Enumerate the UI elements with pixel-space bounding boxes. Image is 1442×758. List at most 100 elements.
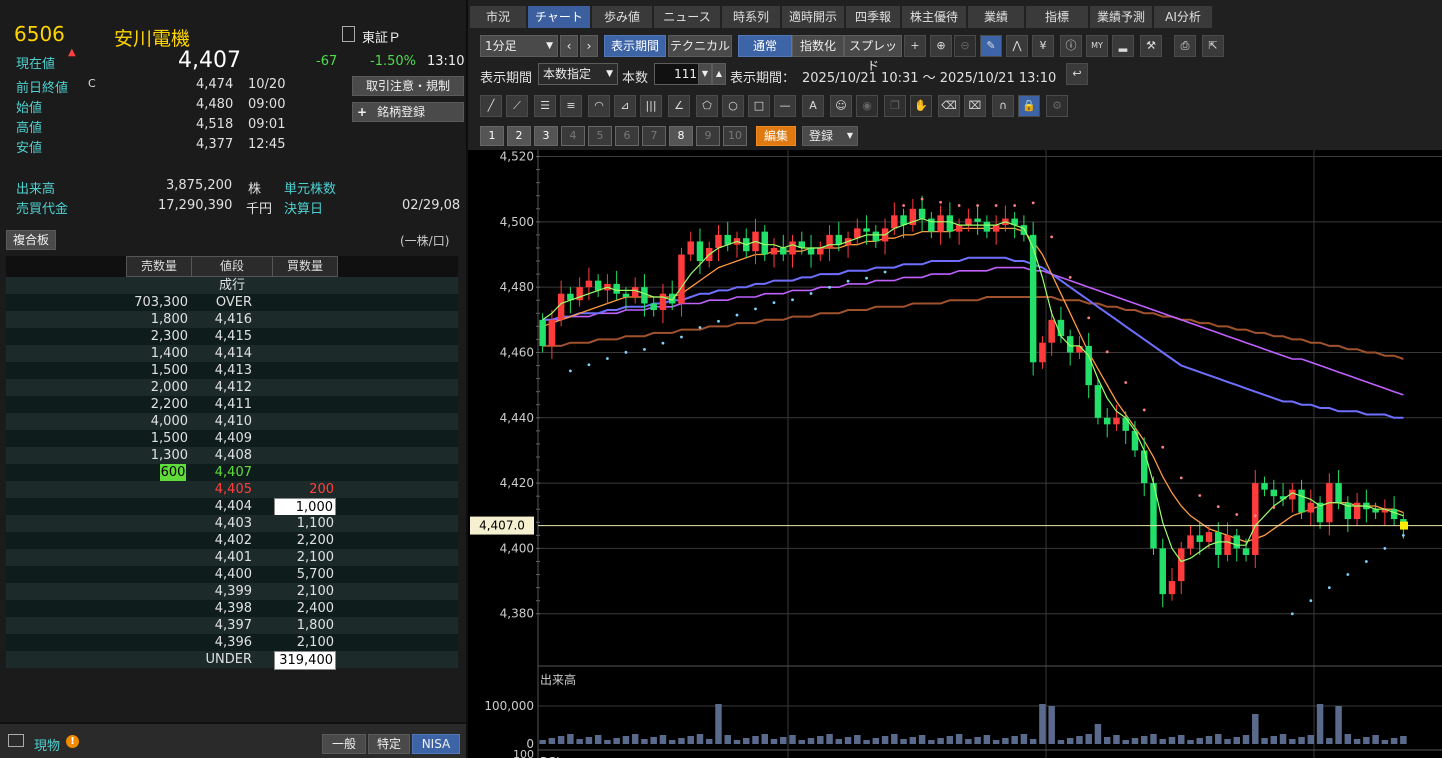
trendline-icon[interactable]: ╱ — [480, 95, 502, 117]
board-row[interactable]: 1,300 4,408 — [6, 447, 458, 464]
board-row[interactable]: 4,402 2,200 — [6, 532, 458, 549]
index-button[interactable]: 指数化 — [792, 35, 844, 57]
stamp-icon[interactable]: ◉ — [856, 95, 878, 117]
crosshair-icon[interactable]: + — [904, 35, 926, 57]
board-row[interactable]: 4,404 1,000 — [6, 498, 458, 517]
board-row[interactable]: UNDER 319,400 — [6, 651, 458, 670]
eraser-all-icon[interactable]: ⌧ — [964, 95, 986, 117]
preset-9[interactable]: 9 — [696, 126, 720, 146]
board-row[interactable]: 4,403 1,100 — [6, 515, 458, 532]
board-row[interactable]: 4,396 2,100 — [6, 634, 458, 651]
tab-4[interactable]: 時系列 — [722, 6, 781, 28]
board-row[interactable]: 2,200 4,411 — [6, 396, 458, 413]
preset-6[interactable]: 6 — [615, 126, 639, 146]
tab-11[interactable]: AI分析 — [1154, 6, 1213, 28]
fan-icon[interactable]: ⊿ — [614, 95, 636, 117]
tab-6[interactable]: 四季報 — [846, 6, 901, 28]
count-mode-select[interactable]: 本数指定 ▼ — [538, 63, 618, 85]
trade-caution-button[interactable]: 取引注意・規制 — [352, 76, 464, 96]
preset-10[interactable]: 10 — [723, 126, 747, 146]
panel-divider[interactable] — [466, 0, 468, 758]
ruler-icon[interactable]: ⟋ — [506, 95, 528, 117]
preset-3[interactable]: 3 — [534, 126, 558, 146]
board-title-tab[interactable]: 複合板 — [6, 230, 56, 250]
board-row[interactable]: 1,400 4,414 — [6, 345, 458, 362]
period-button[interactable]: 表示期間 — [604, 35, 666, 57]
eraser-icon[interactable]: ⌫ — [938, 95, 960, 117]
normal-button[interactable]: 通常 — [738, 35, 792, 57]
rectangle-icon[interactable]: □ — [748, 95, 770, 117]
board-row[interactable]: 1,500 4,413 — [6, 362, 458, 379]
count-input[interactable]: 111 — [654, 63, 702, 85]
board-row[interactable]: 4,405 200 — [6, 481, 458, 498]
tab-2[interactable]: 歩み値 — [592, 6, 653, 28]
board-row[interactable]: 4,401 2,100 — [6, 549, 458, 566]
board-row[interactable]: 4,398 2,400 — [6, 600, 458, 617]
gann-fan-icon[interactable]: ∠ — [668, 95, 690, 117]
warning-icon[interactable]: ! — [66, 735, 79, 748]
volume-profile-icon[interactable]: ▂ — [1112, 35, 1134, 57]
price-chart[interactable]: 4,520 4,500 4,480 4,460 4,440 4,420 4,400 4,380… — [468, 150, 1442, 758]
drawing-icon[interactable]: ⋀ — [1006, 35, 1028, 57]
board-row[interactable]: 4,399 2,100 — [6, 583, 458, 600]
copy-icon[interactable]: ❐ — [884, 95, 906, 117]
preset-7[interactable]: 7 — [642, 126, 666, 146]
cycle-lines-icon[interactable]: ||| — [640, 95, 662, 117]
yen-icon[interactable]: ¥ — [1032, 35, 1054, 57]
zoom-out-icon[interactable]: ⊖ — [954, 35, 976, 57]
board-row[interactable]: 1,500 4,409 — [6, 430, 458, 447]
window-icon[interactable] — [8, 734, 24, 747]
preset-8[interactable]: 8 — [669, 126, 693, 146]
count-down-button[interactable]: ▼ — [698, 63, 712, 85]
hand-icon[interactable]: ✋ — [910, 95, 932, 117]
spread-button[interactable]: スプレッド — [844, 35, 902, 73]
my-indicator-icon[interactable]: MY — [1086, 35, 1108, 57]
tab-10[interactable]: 業績予測 — [1090, 6, 1153, 28]
pentagon-icon[interactable]: ⬠ — [696, 95, 718, 117]
tab-5[interactable]: 適時開示 — [782, 6, 845, 28]
settings-icon[interactable]: ⚙ — [1046, 95, 1068, 117]
tab-7[interactable]: 株主優待 — [902, 6, 967, 28]
preset-4[interactable]: 4 — [561, 126, 585, 146]
pen-icon[interactable]: ✎ — [980, 35, 1002, 57]
arc-icon[interactable]: ◠ — [588, 95, 610, 117]
reset-icon[interactable]: ↩ — [1066, 63, 1088, 85]
account-general-button[interactable]: 一般 — [322, 734, 366, 754]
preset-1[interactable]: 1 — [480, 126, 504, 146]
board-row[interactable]: 2,300 4,415 — [6, 328, 458, 345]
info-icon[interactable]: ⓘ — [1060, 35, 1082, 57]
preset-5[interactable]: 5 — [588, 126, 612, 146]
zoom-in-icon[interactable]: ⊕ — [930, 35, 952, 57]
emoji-icon[interactable]: ☺ — [830, 95, 852, 117]
board-row[interactable]: 1,800 4,416 — [6, 311, 458, 328]
interval-select[interactable]: 1分足 ▼ — [480, 35, 558, 57]
board-row[interactable]: 4,397 1,800 — [6, 617, 458, 634]
print-icon[interactable]: ⎙ — [1174, 35, 1196, 57]
board-row[interactable]: 2,000 4,412 — [6, 379, 458, 396]
board-row[interactable]: 703,300 OVER — [6, 294, 458, 311]
register-stock-button[interactable]: + 銘柄登録 — [352, 102, 464, 122]
board-row[interactable]: 600 4,407 — [6, 464, 458, 481]
document-icon[interactable] — [342, 26, 355, 42]
tab-8[interactable]: 業績 — [968, 6, 1025, 28]
register-preset-button[interactable]: 登録 ▼ — [802, 126, 858, 146]
tab-9[interactable]: 指標 — [1026, 6, 1089, 28]
edit-button[interactable]: 編集 — [756, 126, 796, 146]
preset-2[interactable]: 2 — [507, 126, 531, 146]
account-nisa-button[interactable]: NISA — [412, 734, 460, 754]
account-specific-button[interactable]: 特定 — [368, 734, 410, 754]
text-icon[interactable]: A — [802, 95, 824, 117]
technical-button[interactable]: テクニカル — [668, 35, 732, 57]
count-up-button[interactable]: ▲ — [712, 63, 726, 85]
channel-icon[interactable]: ≡ — [560, 95, 582, 117]
popout-icon[interactable]: ⇱ — [1202, 35, 1224, 57]
tab-0[interactable]: 市況 — [470, 6, 527, 28]
lock-icon[interactable]: 🔒 — [1018, 95, 1040, 117]
next-arrow-button[interactable]: › — [580, 35, 598, 57]
board-row[interactable]: 4,000 4,410 — [6, 413, 458, 430]
wrench-icon[interactable]: ⚒ — [1140, 35, 1162, 57]
magnet-icon[interactable]: ∩ — [992, 95, 1014, 117]
parallel-lines-icon[interactable]: ☰ — [534, 95, 556, 117]
tab-3[interactable]: ニュース — [654, 6, 721, 28]
horizontal-line-icon[interactable]: — — [774, 95, 796, 117]
